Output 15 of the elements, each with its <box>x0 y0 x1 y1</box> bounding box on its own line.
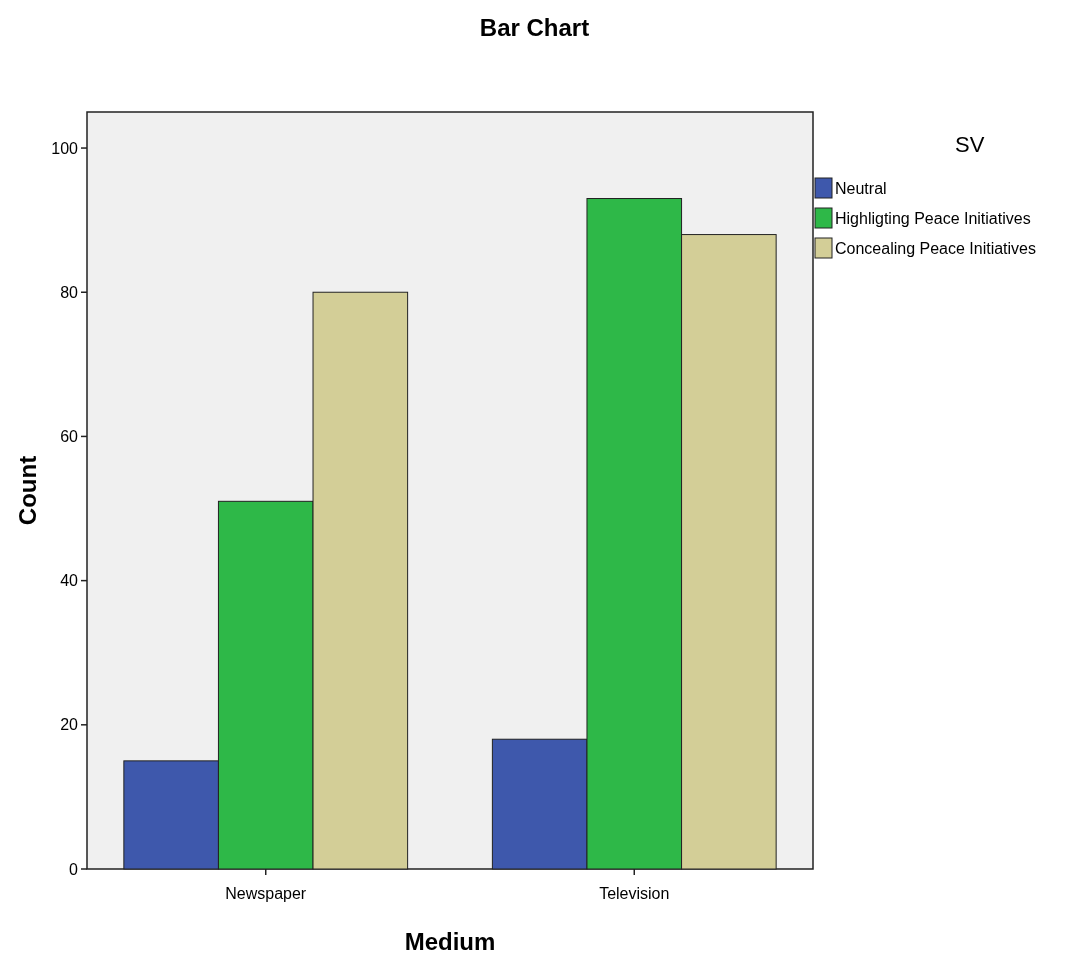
legend-label: Highligting Peace Initiatives <box>835 209 1031 227</box>
legend-title: SV <box>955 132 985 157</box>
y-axis-title: Count <box>14 455 41 526</box>
y-tick-label: 0 <box>69 860 79 878</box>
chart-title: Bar Chart <box>479 14 590 41</box>
y-tick-label: 40 <box>60 572 79 590</box>
y-tick-label: 60 <box>60 428 79 446</box>
y-tick-label: 20 <box>60 716 79 734</box>
y-tick-label: 80 <box>60 283 79 301</box>
x-axis-title: Medium <box>404 928 496 955</box>
legend-label: Concealing Peace Initiatives <box>835 239 1037 257</box>
x-tick-label: Television <box>599 885 670 902</box>
y-tick-label: 100 <box>51 139 79 157</box>
legend-label: Neutral <box>835 179 887 197</box>
x-tick-label: Newspaper <box>225 885 307 902</box>
